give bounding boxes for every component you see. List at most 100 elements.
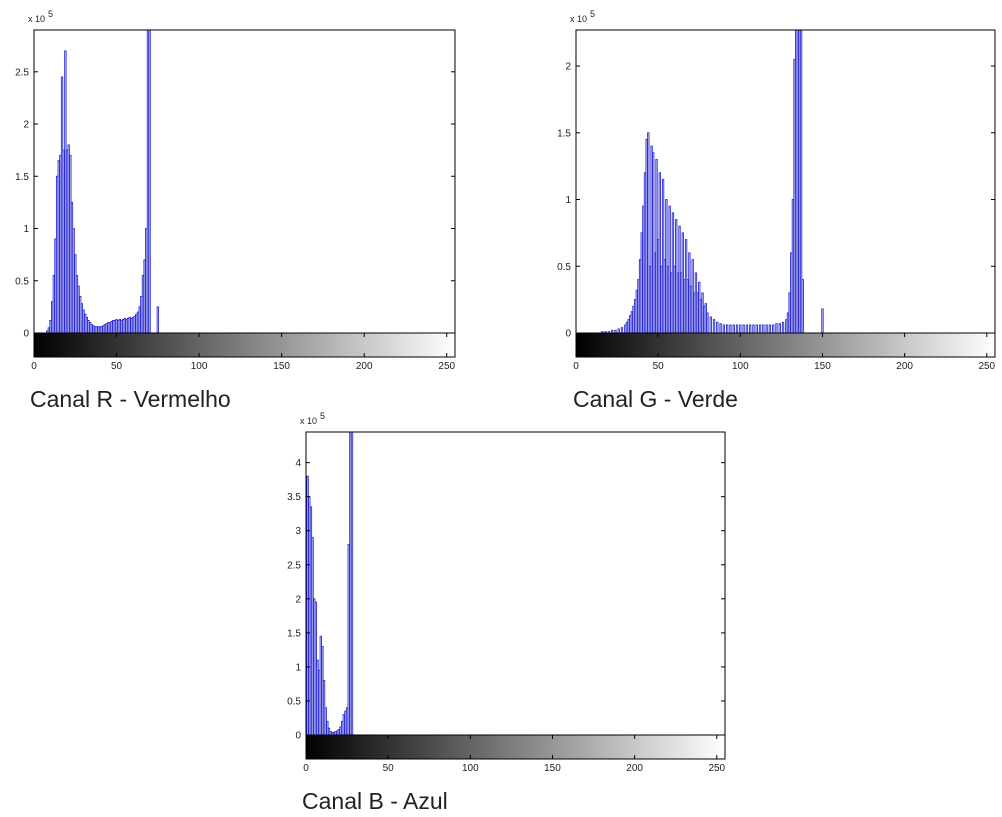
histogram-bar — [642, 205, 645, 333]
histogram-bar — [67, 144, 70, 333]
histogram-bar — [617, 328, 620, 333]
histogram-bar — [136, 311, 140, 333]
histogram-bar — [786, 312, 790, 333]
y-tick-label: 1.5 — [15, 172, 29, 183]
histogram-bar — [703, 305, 706, 333]
histogram-bar — [716, 321, 719, 333]
histogram-bar — [624, 324, 627, 333]
histogram-bar — [105, 323, 108, 333]
histogram-bar — [630, 311, 634, 333]
histogram-bar — [306, 475, 309, 735]
y-tick-label: 3 — [295, 526, 301, 537]
y-tick-label: 0.5 — [287, 696, 301, 707]
histogram-bar — [55, 175, 59, 333]
histogram-bar — [145, 228, 148, 333]
histogram-bar — [633, 299, 637, 333]
histogram-bar — [316, 659, 319, 735]
histogram-bar — [657, 239, 660, 333]
histogram-bar — [758, 324, 762, 333]
histogram-bar — [115, 318, 118, 333]
x-tick-label: 50 — [383, 763, 395, 774]
histogram-panel-green: 0 0.5 1 1.5 2 x 10 5 0 50 100 150 200 250 Canal G - … — [540, 0, 1002, 420]
histogram-bar — [308, 496, 311, 735]
histogram-bar — [79, 295, 82, 333]
histogram-bar — [799, 30, 803, 333]
histogram-bar — [648, 265, 652, 333]
histogram-bar — [755, 324, 758, 333]
histogram-bar — [701, 292, 704, 333]
histogram-bar — [102, 325, 105, 333]
x-tick-label: 50 — [111, 361, 123, 372]
histogram-bar — [655, 159, 658, 333]
histogram-bar — [52, 275, 55, 333]
y-tick-label: 2.5 — [15, 67, 29, 78]
y-tick-label: 3.5 — [287, 492, 301, 503]
histogram-bar — [350, 432, 354, 735]
histogram-bar — [693, 292, 696, 333]
histogram-bar — [121, 318, 125, 333]
histogram-bar — [678, 225, 681, 333]
histogram-bar — [652, 152, 655, 333]
histogram-bar — [108, 322, 112, 333]
histogram-bar — [647, 132, 650, 333]
bars-group — [306, 432, 354, 735]
histogram-bar — [635, 289, 638, 333]
histogram-bar — [69, 154, 72, 333]
x-tick-label: 250 — [438, 361, 455, 372]
histogram-bar — [126, 317, 130, 333]
histogram-bar — [112, 320, 115, 333]
histogram-bar — [791, 199, 795, 333]
histogram-bar — [97, 326, 100, 333]
histogram-bar — [788, 292, 791, 333]
histogram-bar — [107, 322, 110, 333]
histogram-bar — [778, 323, 781, 333]
x-tick-label: 200 — [626, 763, 643, 774]
y-tick-label: 2 — [23, 120, 29, 131]
intensity-gradient-bar — [575, 332, 996, 358]
histogram-bar — [712, 319, 716, 333]
x-tick-label: 0 — [303, 763, 309, 774]
histogram-bar — [645, 138, 648, 333]
histogram-bar — [90, 324, 93, 333]
histogram-bar — [680, 272, 683, 333]
histogram-bar — [118, 318, 122, 333]
y-exponent-label: x 10 — [570, 14, 587, 24]
histogram-chart-blue: 00.511.522.533.54x 10 50 50 100 150 200 250 — [287, 411, 725, 774]
histogram-bar — [801, 279, 804, 333]
histogram-bar — [798, 30, 801, 333]
histogram-bar — [123, 317, 126, 333]
y-tick-label: 1 — [565, 195, 571, 206]
histogram-panel-red: 0 0.5 1 1.5 2 2.5 x 10 5 0 50 100 150 200 250 Canal R… — [0, 0, 470, 420]
histogram-bar — [752, 324, 755, 333]
x-tick-label: 250 — [708, 763, 725, 774]
intensity-gradient-bar — [33, 332, 456, 358]
histogram-bar — [698, 281, 701, 333]
histogram-bar — [704, 303, 707, 333]
histogram-bar — [143, 259, 146, 333]
histogram-bar — [120, 320, 123, 333]
histogram-bar — [696, 292, 699, 333]
histogram-bar — [719, 323, 722, 333]
histogram-bar — [342, 714, 345, 735]
histogram-bar — [64, 50, 67, 333]
histogram-bar — [54, 238, 57, 333]
histogram-bar — [666, 265, 670, 333]
histogram-bar — [699, 299, 703, 333]
y-tick-label: 1 — [295, 662, 301, 673]
x-tick-label: 200 — [896, 361, 913, 372]
histogram-bar — [141, 275, 145, 333]
y-tick-label: 0.5 — [15, 276, 29, 287]
x-tick-label: 150 — [544, 763, 561, 774]
histogram-bar — [668, 205, 671, 333]
histogram-bar — [57, 160, 60, 333]
histogram-bar — [88, 322, 92, 333]
histogram-bar — [62, 149, 65, 333]
histogram-bar — [673, 265, 676, 333]
histogram-bar — [729, 324, 732, 333]
histogram-bar — [689, 285, 693, 333]
x-tick-label: 100 — [732, 361, 749, 372]
histogram-bar — [59, 154, 62, 333]
histogram-bar — [113, 320, 117, 333]
plot-area — [306, 432, 725, 735]
histogram-bar — [722, 324, 726, 333]
